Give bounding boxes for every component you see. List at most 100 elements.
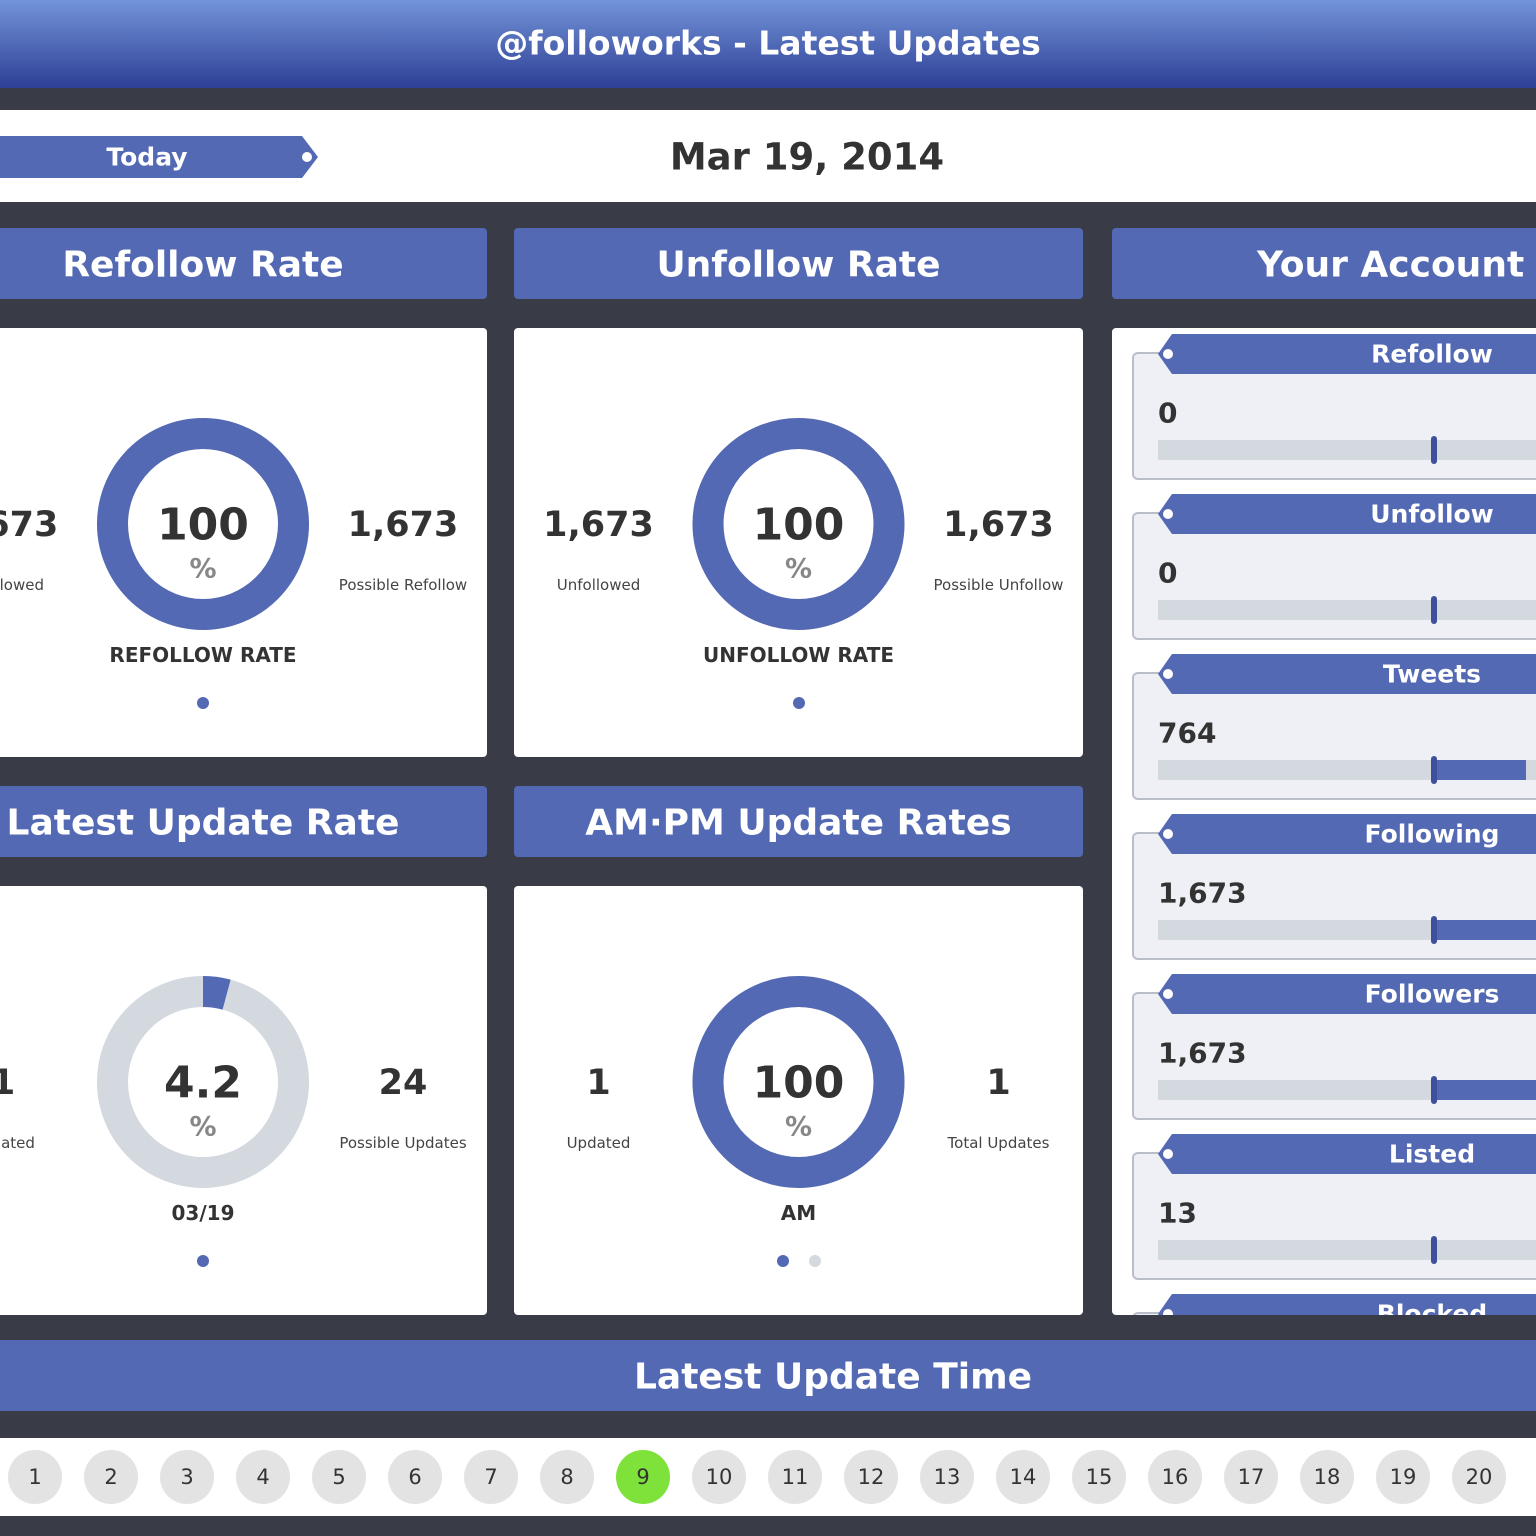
item-ribbon: Following [1158, 814, 1536, 854]
donut [97, 418, 309, 630]
panel-header: Your Account Info [1112, 228, 1536, 299]
item-label: Blocked [1376, 1299, 1488, 1316]
hour-button[interactable]: 12 [844, 1450, 898, 1504]
item-handle[interactable] [1431, 436, 1437, 464]
panel-card: 4.2% 03/19 1 Updated 24 Possible Updates [0, 886, 487, 1315]
item-track [1158, 600, 1536, 620]
hour-label: 6 [408, 1465, 422, 1489]
rate-value: 100 [752, 1057, 845, 1109]
item-ribbon: Blocked [1158, 1294, 1536, 1315]
hour-label: 17 [1237, 1465, 1265, 1489]
rate-value: 100 [752, 499, 845, 551]
today-button[interactable]: Today [0, 136, 318, 178]
hour-button[interactable]: 16 [1148, 1450, 1202, 1504]
stat-label: Unfollowed [556, 576, 641, 594]
hour-button[interactable]: 20 [1452, 1450, 1506, 1504]
hour-button[interactable]: 1 [8, 1450, 62, 1504]
hour-label: 16 [1161, 1465, 1189, 1489]
hour-button[interactable]: 18 [1300, 1450, 1354, 1504]
panel-title: Refollow Rate [62, 244, 344, 286]
item-handle[interactable] [1431, 756, 1437, 784]
donut [692, 418, 905, 630]
donut [97, 976, 309, 1188]
donut [692, 976, 905, 1188]
stat-label: Updated [566, 1134, 631, 1152]
date: Mar 19, 2014 [669, 135, 945, 179]
item-value: 0 [1158, 556, 1178, 590]
header-title: @followorks - Latest Updates [495, 23, 1041, 63]
item-handle[interactable] [1431, 596, 1437, 624]
hour-button[interactable]: 4 [236, 1450, 290, 1504]
stat-label: Possible Refollow [338, 576, 468, 594]
item-ribbon: Refollow [1158, 334, 1536, 374]
page-dot[interactable] [197, 1255, 209, 1267]
ribbon-dot [1163, 669, 1173, 679]
hour-button[interactable]: 11 [768, 1450, 822, 1504]
page-dot[interactable] [776, 1255, 789, 1267]
hour-label: 11 [781, 1465, 809, 1489]
hour-button[interactable]: 9 [616, 1450, 670, 1504]
panel-title: Unfollow Rate [656, 244, 941, 286]
page-dot[interactable] [792, 697, 805, 709]
item-value: 764 [1158, 716, 1217, 750]
ribbon-dot [1163, 1309, 1173, 1315]
stat-value: 1,673 [943, 505, 1054, 545]
hour-button[interactable]: 10 [692, 1450, 746, 1504]
hour-button[interactable]: 13 [920, 1450, 974, 1504]
item-handle[interactable] [1431, 916, 1437, 944]
hour-label: 15 [1085, 1465, 1113, 1489]
panel-card: 100% REFOLLOW RATE 1,673 Refollowed 1,673 Pos… [0, 328, 487, 757]
rate-unit: % [784, 1111, 813, 1143]
item-value: 13 [1158, 1196, 1197, 1230]
hour-label: 19 [1389, 1465, 1417, 1489]
panel-header: Unfollow Rate [514, 228, 1083, 299]
hour-button[interactable]: 2 [84, 1450, 138, 1504]
item-label: Followers [1364, 979, 1500, 1009]
donut-arc [692, 418, 905, 630]
item-handle[interactable] [1431, 1076, 1437, 1104]
page-dot[interactable] [808, 1255, 821, 1267]
hour-button[interactable]: 19 [1376, 1450, 1430, 1504]
stat-label: Possible Unfollow [933, 576, 1064, 594]
rate-unit: % [189, 1111, 217, 1143]
item-value: 0 [1158, 396, 1178, 430]
stat-label: Refollowed [0, 576, 44, 594]
rate-caption: AM [780, 1201, 817, 1225]
hour-button[interactable]: 17 [1224, 1450, 1278, 1504]
item-value: 1,673 [1158, 876, 1247, 910]
hour-button[interactable]: 15 [1072, 1450, 1126, 1504]
panel-header: Latest Update Rate [0, 786, 487, 857]
rate-value: 4.2 [164, 1057, 242, 1109]
stat-value: 1 [986, 1063, 1011, 1103]
item-fill [1434, 760, 1526, 780]
hour-button[interactable]: 6 [388, 1450, 442, 1504]
stat-label: Total Updates [947, 1134, 1050, 1152]
time-title: Latest Update Time [633, 1356, 1033, 1398]
item-track [1158, 1240, 1536, 1260]
item-ribbon: Followers [1158, 974, 1536, 1014]
item-ribbon: Listed [1158, 1134, 1536, 1174]
item-handle[interactable] [1431, 1236, 1437, 1264]
stat-value: 1,673 [543, 505, 654, 545]
hour-button[interactable]: 3 [160, 1450, 214, 1504]
ribbon-dot [1163, 349, 1173, 359]
ribbon-dot [1163, 509, 1173, 519]
donut-arc [97, 418, 309, 630]
item-ribbon: Tweets [1158, 654, 1536, 694]
hour-button[interactable]: 5 [312, 1450, 366, 1504]
hour-label: 2 [104, 1465, 118, 1489]
stat-value: 1 [0, 1063, 16, 1103]
hour-label: 10 [705, 1465, 733, 1489]
hour-label: 12 [857, 1465, 885, 1489]
rate-caption: UNFOLLOW RATE [702, 643, 895, 667]
hour-label: 7 [484, 1465, 498, 1489]
item-label: Unfollow [1370, 499, 1494, 529]
hour-button[interactable]: 14 [996, 1450, 1050, 1504]
panel-title: Latest Update Rate [6, 802, 400, 844]
page-dot[interactable] [197, 697, 209, 709]
hour-label: 1 [28, 1465, 42, 1489]
hour-button[interactable]: 8 [540, 1450, 594, 1504]
rate-value: 100 [157, 499, 249, 551]
hour-label: 13 [933, 1465, 961, 1489]
hour-button[interactable]: 7 [464, 1450, 518, 1504]
